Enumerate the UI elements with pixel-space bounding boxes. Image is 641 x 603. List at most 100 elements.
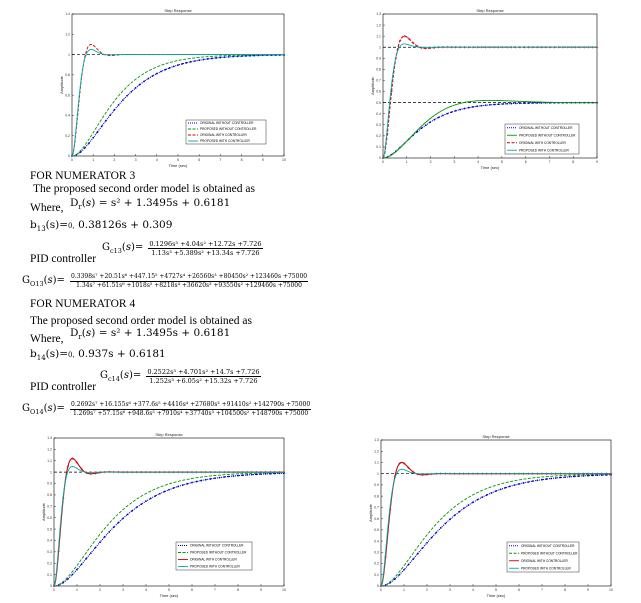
y-tick-label: 1.2: [374, 449, 379, 453]
chart-title: Step Response: [476, 8, 504, 13]
series-marker-1: [218, 476, 221, 479]
y-tick-label: 0.1: [47, 573, 52, 577]
y-tick-label: 0.3: [47, 550, 52, 554]
gc13-denominator: 1.13s³ +5.389s² +13.34s +7.726: [151, 249, 260, 257]
series-marker-1: [103, 536, 106, 538]
x-tick-label: 0: [53, 588, 55, 592]
x-tick-label: 2: [113, 158, 115, 162]
series-marker-1: [527, 481, 530, 483]
series-marker-1: [200, 479, 203, 482]
series-marker-1: [112, 526, 115, 529]
series-marker-1: [462, 507, 465, 510]
x-tick-label: 7: [214, 588, 216, 592]
series-marker-1: [527, 102, 530, 104]
y-tick-label: 0.8: [65, 73, 70, 77]
series-marker-1: [497, 103, 500, 106]
series-marker-1: [232, 55, 235, 58]
series-marker-1: [504, 486, 507, 489]
step-response-chart-1: Step Response Time (sec) Amplitude 0 1 2 3 4 5 6 7…: [56, 6, 294, 170]
series-marker-1: [181, 62, 184, 65]
legend-entry-2: PROPOSED WITHOUT CONTROLLER: [200, 127, 257, 131]
series-marker-1: [420, 127, 423, 130]
series-marker-1: [163, 490, 166, 493]
y-tick-label: 0.8: [374, 494, 379, 498]
series-marker-1: [158, 492, 161, 495]
x-tick-label: 7: [219, 158, 221, 162]
x-tick-label: 9: [596, 160, 598, 164]
series-marker-1: [140, 503, 143, 505]
series-marker-1: [260, 473, 262, 476]
series-marker-1: [209, 478, 212, 480]
y-tick-label: 0.7: [376, 79, 381, 83]
x-tick-label: 7: [541, 588, 543, 592]
chart-title: Step Response: [164, 8, 192, 13]
gc14-denominator: 1.252s³ +6.05s² +15.32s +7.726: [149, 377, 258, 385]
y-tick-label: 1.4: [65, 12, 70, 16]
series-marker-1: [513, 484, 516, 487]
go13-numerator: 0.3398s⁷ +20.51s⁶ +447.15⁵ +4727s⁴ +2656…: [70, 273, 309, 282]
go13-equation: GO13(s)= 0.3398s⁷ +20.51s⁶ +447.15⁵ +472…: [22, 273, 309, 289]
y-tick-label: 0.3: [374, 551, 379, 555]
x-tick-label: 5: [495, 588, 497, 592]
x-tick-label: 0: [380, 588, 382, 592]
series-marker-1: [181, 484, 184, 486]
legend-entry-3: ORIGINAL WITH CONTROLLER: [519, 141, 567, 145]
series-marker-1: [149, 497, 152, 500]
series-marker-1: [437, 116, 440, 119]
x-axis-label: Time (sec): [481, 165, 500, 170]
series-marker-1: [568, 475, 571, 478]
y-tick-label: 1: [68, 53, 70, 57]
heading-numerator-3: FOR NUMERATOR 3: [30, 170, 136, 182]
legend-box: [185, 119, 267, 145]
series-line-4: [380, 468, 611, 587]
x-tick-label: 3: [122, 588, 124, 592]
go14-numerator: 0.2692s⁷ +16.155s⁶ +377.6s⁵ +4416s⁴ +276…: [70, 401, 312, 410]
series-marker-1: [485, 494, 488, 496]
series-marker-1: [186, 482, 189, 485]
chart-title: Step Response: [482, 434, 510, 439]
series-marker-1: [398, 573, 401, 576]
chart-svg-2: Step Response Time (sec) Amplitude 0 1 2 3 4 5 6 7…: [370, 8, 599, 170]
series-marker-1: [151, 75, 154, 77]
y-tick-label: 0.2: [374, 562, 379, 566]
series-marker-1: [236, 55, 239, 58]
where-label-4: Where,: [30, 333, 64, 345]
x-tick-label: 9: [587, 588, 589, 592]
series-marker-1: [573, 475, 576, 478]
x-tick-label: 10: [609, 588, 613, 592]
series-marker-1: [131, 509, 134, 512]
series-marker-1: [510, 102, 513, 105]
series-marker-1: [143, 80, 145, 83]
x-tick-label: 10: [282, 158, 286, 162]
y-tick-label: 0.2: [47, 561, 52, 565]
series-marker-1: [80, 563, 83, 566]
x-tick-label: 0: [71, 158, 73, 162]
series-marker-3: [398, 462, 401, 465]
series-marker-1: [459, 108, 461, 111]
series-marker-1: [117, 103, 120, 106]
series-marker-1: [545, 478, 548, 480]
series-line-4: [71, 49, 284, 157]
series-marker-1: [481, 496, 484, 499]
series-marker-1: [204, 478, 207, 481]
chart-title: Step Response: [155, 432, 183, 437]
series-marker-1: [442, 114, 444, 117]
x-tick-label: 4: [145, 588, 147, 592]
gc13-numerator: 0.1296s³ +4.04s² +12.72s +7.726: [148, 240, 263, 249]
series-marker-1: [518, 483, 520, 485]
series-marker-1: [454, 109, 457, 112]
series-marker-1: [554, 477, 557, 479]
x-tick-label: 1: [76, 588, 78, 592]
series-marker-1: [403, 568, 405, 571]
y-tick-label: 1.2: [65, 32, 70, 36]
heading-numerator-4: FOR NUMERATOR 4: [30, 298, 136, 310]
series-marker-1: [541, 478, 543, 481]
y-tick-label: 0.6: [374, 517, 379, 521]
series-marker-1: [453, 514, 456, 517]
chart-svg-1: Step Response Time (sec) Amplitude 0 1 2 3 4 5 6 7…: [59, 8, 286, 168]
y-tick-label: 0.5: [47, 527, 52, 531]
y-tick-label: 0.1: [374, 573, 379, 577]
y-tick-label: 1: [50, 470, 52, 474]
legend-box: [506, 541, 580, 573]
series-marker-1: [506, 102, 509, 105]
